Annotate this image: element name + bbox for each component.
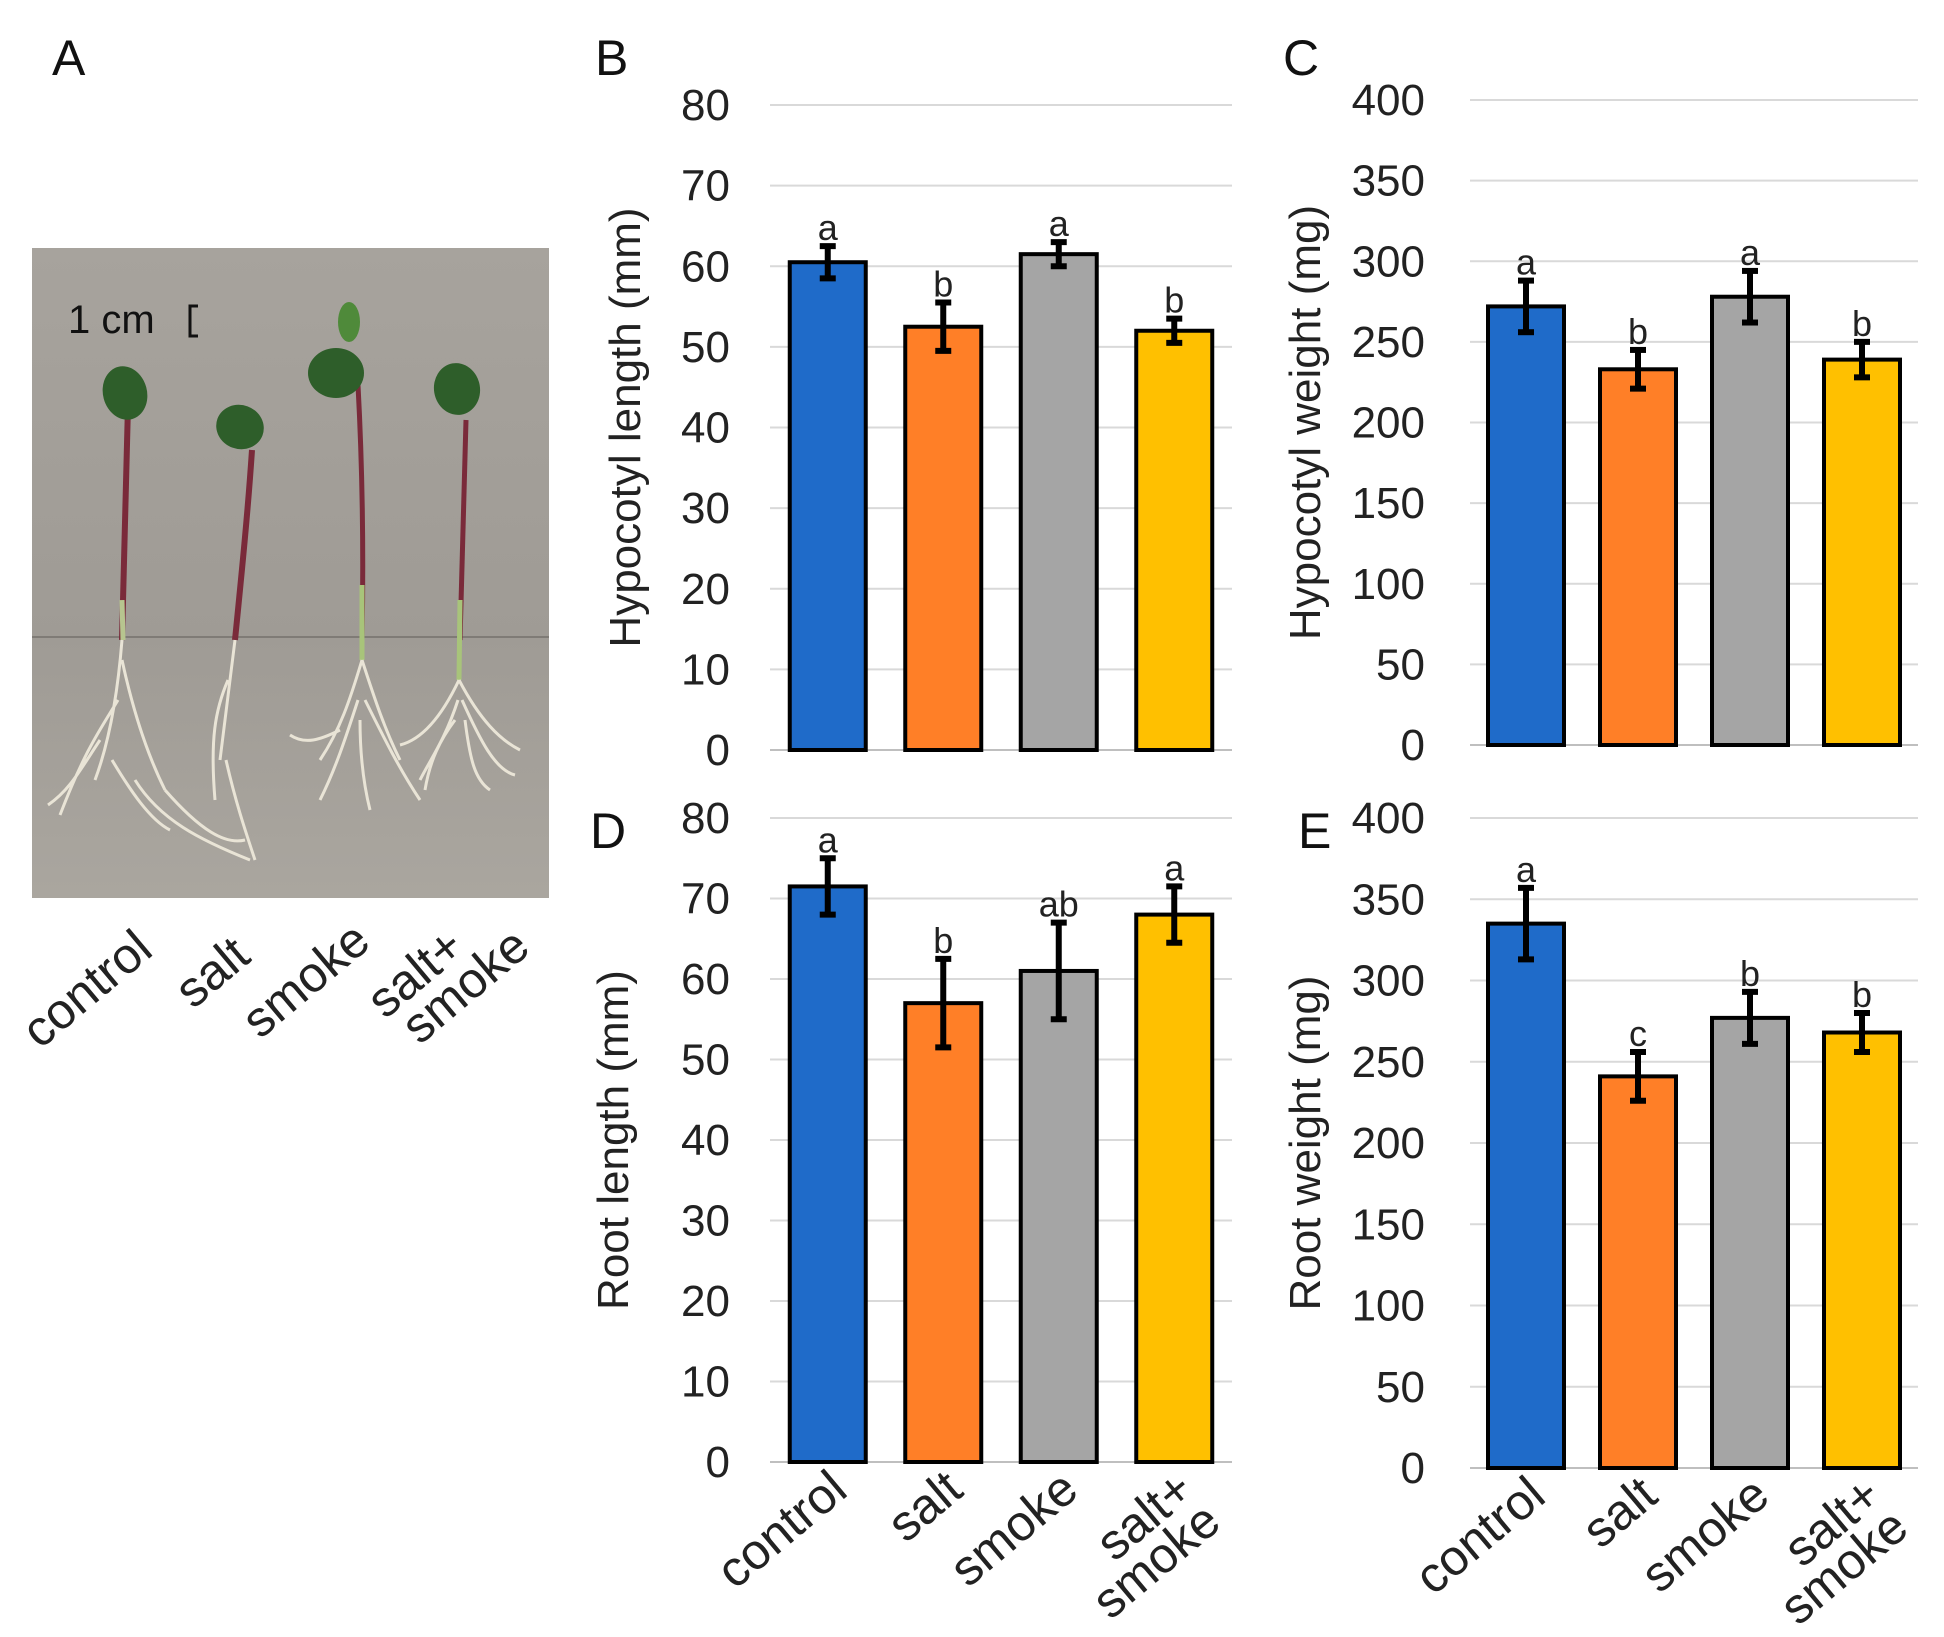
bar-d-1 <box>903 1001 984 1465</box>
y-tick-label-c-250: 250 <box>1352 318 1425 367</box>
y-tick-label-d-60: 60 <box>681 955 730 1004</box>
y-tick-label-d-10: 10 <box>681 1358 730 1407</box>
significance-label-e-0: a <box>1516 849 1537 890</box>
significance-label-c-1: b <box>1628 311 1648 352</box>
seedling-photo: 1 cm <box>32 248 549 898</box>
y-tick-label-c-0: 0 <box>1401 721 1425 770</box>
y-tick-label-e-300: 300 <box>1352 957 1425 1006</box>
bar-b-1 <box>903 324 984 752</box>
bar-c-1 <box>1598 367 1678 747</box>
panel-letter-c: C <box>1283 30 1319 86</box>
significance-label-d-2: ab <box>1039 884 1079 925</box>
y-axis-title-b: Hypocotyl length (mm) <box>601 207 650 647</box>
seedling-control <box>47 366 251 862</box>
y-axis-title-c: Hypocotyl weight (mg) <box>1281 205 1330 640</box>
photo-background <box>32 248 549 898</box>
panel-letter-b: B <box>595 30 628 86</box>
significance-label-b-3: b <box>1164 280 1184 321</box>
y-tick-label-b-40: 40 <box>681 404 730 453</box>
significance-label-e-3: b <box>1852 974 1872 1015</box>
y-tick-label-e-100: 100 <box>1352 1282 1425 1331</box>
bar-c-2 <box>1710 294 1790 747</box>
panel-letter-e: E <box>1298 803 1331 859</box>
y-tick-label-c-50: 50 <box>1376 640 1425 689</box>
bar-d-2 <box>1018 968 1099 1464</box>
significance-label-c-0: a <box>1516 242 1537 283</box>
y-tick-label-e-250: 250 <box>1352 1038 1425 1087</box>
panel-letter-d: D <box>590 803 626 859</box>
y-tick-label-d-80: 80 <box>681 794 730 843</box>
bar-b-3 <box>1134 328 1215 752</box>
panel-letter-a: A <box>52 30 86 86</box>
y-tick-label-e-200: 200 <box>1352 1119 1425 1168</box>
significance-label-b-0: a <box>818 207 839 248</box>
y-tick-label-b-50: 50 <box>681 323 730 372</box>
y-tick-label-d-70: 70 <box>681 875 730 924</box>
y-tick-label-c-350: 350 <box>1352 157 1425 206</box>
significance-label-d-1: b <box>933 920 953 961</box>
significance-label-c-3: b <box>1852 303 1872 344</box>
significance-label-d-0: a <box>818 819 839 860</box>
bar-e-3 <box>1822 1030 1902 1470</box>
bar-e-0 <box>1486 921 1566 1470</box>
y-tick-label-c-300: 300 <box>1352 237 1425 286</box>
bar-b-2 <box>1018 252 1099 752</box>
significance-label-b-1: b <box>933 264 953 305</box>
y-tick-label-c-150: 150 <box>1352 479 1425 528</box>
y-tick-label-c-100: 100 <box>1352 560 1425 609</box>
significance-label-d-3: a <box>1164 847 1185 888</box>
chart-panel-b: B 0 10 20 30 40 50 60 70 80 Hypocotyl length (mm) a… <box>595 30 1232 775</box>
y-tick-label-e-50: 50 <box>1376 1363 1425 1412</box>
y-tick-label-b-20: 20 <box>681 565 730 614</box>
bar-e-1 <box>1598 1074 1678 1470</box>
bar-b-0 <box>787 260 868 752</box>
y-tick-label-d-20: 20 <box>681 1277 730 1326</box>
y-tick-label-b-0: 0 <box>706 726 730 775</box>
y-tick-label-d-30: 30 <box>681 1197 730 1246</box>
y-tick-label-b-30: 30 <box>681 484 730 533</box>
bar-c-0 <box>1486 304 1566 747</box>
y-tick-label-c-200: 200 <box>1352 399 1425 448</box>
scale-bar <box>188 304 198 338</box>
y-tick-label-e-150: 150 <box>1352 1200 1425 1249</box>
significance-label-b-2: a <box>1049 203 1070 244</box>
y-tick-label-d-40: 40 <box>681 1116 730 1165</box>
significance-label-c-2: a <box>1740 232 1761 273</box>
y-tick-label-c-400: 400 <box>1352 76 1425 125</box>
y-tick-label-b-80: 80 <box>681 81 730 130</box>
y-tick-label-b-10: 10 <box>681 645 730 694</box>
chart-panel-c: C 0 50 100 150 200 250 300 350 400 Hypocotyl weigh… <box>1281 30 1918 770</box>
y-tick-label-e-0: 0 <box>1401 1444 1425 1493</box>
y-tick-label-d-0: 0 <box>706 1438 730 1487</box>
bar-c-3 <box>1822 357 1902 747</box>
y-tick-label-b-70: 70 <box>681 162 730 211</box>
y-tick-label-e-400: 400 <box>1352 794 1425 843</box>
significance-label-e-1: c <box>1629 1013 1647 1054</box>
y-tick-label-d-50: 50 <box>681 1036 730 1085</box>
y-tick-label-b-60: 60 <box>681 242 730 291</box>
seedling-smoke <box>289 302 422 811</box>
y-axis-title-d: Root length (mm) <box>589 970 638 1310</box>
significance-label-e-2: b <box>1740 953 1760 994</box>
y-tick-label-e-350: 350 <box>1352 875 1425 924</box>
scale-bar-label: 1 cm <box>68 298 155 342</box>
bar-e-2 <box>1710 1015 1790 1470</box>
bar-d-0 <box>787 884 868 1464</box>
seedling-salt-smoke <box>399 363 521 792</box>
y-axis-title-e: Root weight (mg) <box>1281 975 1330 1310</box>
bar-d-3 <box>1134 912 1215 1464</box>
seedling-salt <box>211 404 264 861</box>
